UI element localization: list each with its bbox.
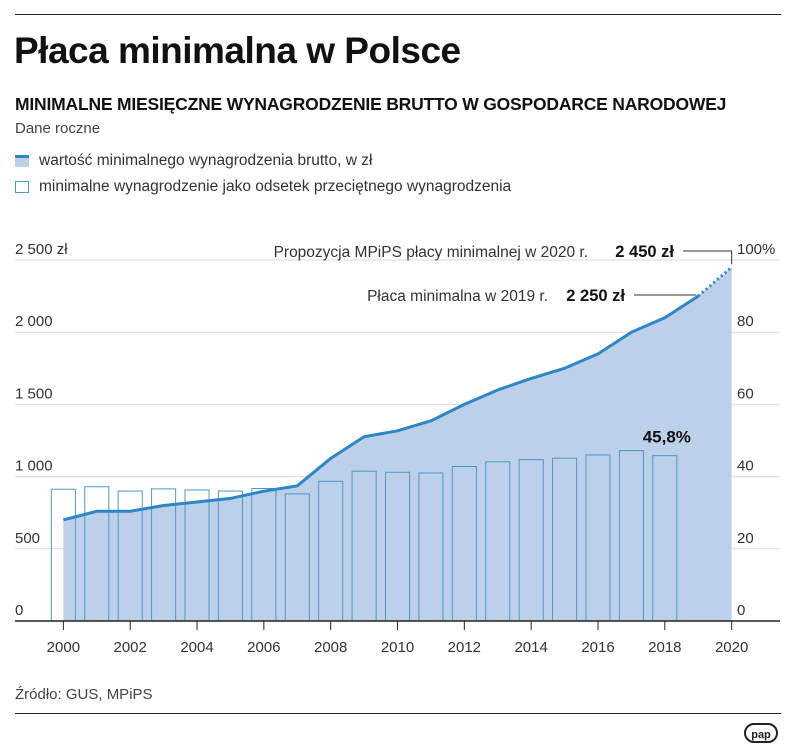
y-right-tick-label: 80	[737, 313, 754, 330]
pap-logo: pap	[744, 723, 778, 743]
x-tick-label: 2016	[581, 639, 614, 656]
legend-item-wage-percent: minimalne wynagrodzenie jako odsetek prz…	[15, 178, 511, 196]
annotation-2020-value: 2 450 zł	[615, 243, 674, 261]
legend-bar-swatch-icon	[15, 181, 29, 193]
x-tick-label: 2006	[247, 639, 280, 656]
y-left-tick-label: 2 500 zł	[15, 241, 68, 258]
y-left-tick-label: 1 500	[15, 385, 53, 402]
y-right-tick-label: 0	[737, 602, 745, 619]
x-tick-label: 2018	[648, 639, 681, 656]
x-tick-label: 2010	[381, 639, 414, 656]
x-tick-label: 2020	[715, 639, 748, 656]
top-rule	[15, 14, 781, 15]
x-tick-label: 2012	[448, 639, 481, 656]
y-left-tick-label: 0	[15, 602, 23, 619]
x-tick-label: 2004	[180, 639, 213, 656]
wage-value-area	[63, 267, 732, 621]
wage-projection-line	[697, 266, 733, 298]
y-right-tick-label: 60	[737, 385, 754, 402]
annotation-2020-leader	[683, 250, 733, 265]
wage-value-line	[62, 294, 700, 522]
x-tick-label: 2002	[114, 639, 147, 656]
legend-area-label: wartość minimalnego wynagrodzenia brutto…	[39, 152, 373, 169]
y-left-tick-label: 2 000	[15, 313, 53, 330]
source-note: Źródło: GUS, MPiPS	[15, 686, 153, 703]
chart-title: Płaca minimalna w Polsce	[14, 30, 461, 71]
legend-bar-label: minimalne wynagrodzenie jako odsetek prz…	[39, 178, 512, 195]
annotation-2020-label: Propozycja MPiPS płacy minimalnej w 2020…	[274, 244, 588, 261]
bottom-rule	[15, 713, 781, 714]
legend-item-wage-value: wartość minimalnego wynagrodzenia brutto…	[15, 152, 372, 170]
x-tick-label: 2000	[47, 639, 80, 656]
y-left-tick-label: 1 000	[15, 458, 53, 475]
y-left-tick-label: 500	[15, 530, 40, 547]
x-tick-label: 2014	[514, 639, 547, 656]
annotation-2019-label: Płaca minimalna w 2019 r.	[367, 288, 548, 305]
y-right-tick-label: 40	[737, 458, 754, 475]
x-tick-label: 2008	[314, 639, 347, 656]
y-right-tick-label: 100%	[737, 241, 775, 258]
y-right-tick-label: 20	[737, 530, 754, 547]
annotation-2018-percent: 45,8%	[643, 428, 691, 447]
data-frequency-note: Dane roczne	[15, 120, 101, 137]
chart-subtitle: MINIMALNE MIESIĘCZNE WYNAGRODZENIE BRUTT…	[15, 94, 727, 114]
annotation-2019-value: 2 250 zł	[566, 287, 625, 305]
legend-area-swatch-icon	[15, 155, 29, 167]
